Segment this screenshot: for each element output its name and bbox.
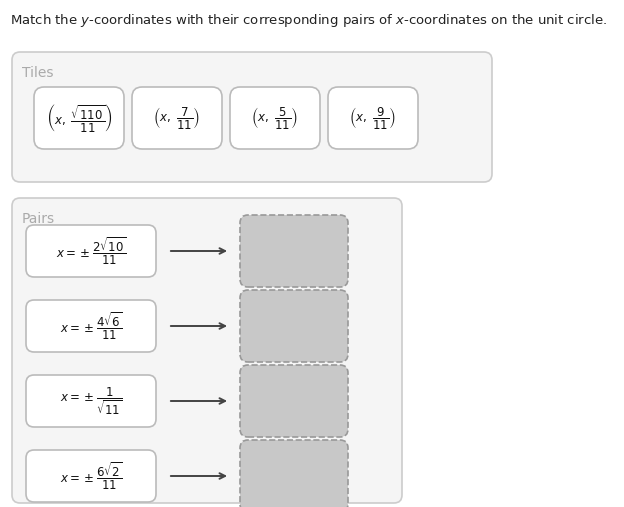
FancyBboxPatch shape — [240, 290, 348, 362]
Text: Tiles: Tiles — [22, 66, 54, 80]
Text: $\left(x,\ \dfrac{5}{11}\right)$: $\left(x,\ \dfrac{5}{11}\right)$ — [251, 105, 298, 131]
FancyBboxPatch shape — [240, 365, 348, 437]
Text: $x = \pm\dfrac{6\sqrt{2}}{11}$: $x = \pm\dfrac{6\sqrt{2}}{11}$ — [59, 460, 122, 492]
FancyBboxPatch shape — [240, 440, 348, 507]
Text: $\left(x,\ \dfrac{7}{11}\right)$: $\left(x,\ \dfrac{7}{11}\right)$ — [154, 105, 200, 131]
FancyBboxPatch shape — [12, 198, 402, 503]
Text: $\left(x,\ \dfrac{\sqrt{110}}{11}\right)$: $\left(x,\ \dfrac{\sqrt{110}}{11}\right)… — [46, 102, 112, 134]
FancyBboxPatch shape — [34, 87, 124, 149]
Text: $x = \pm\dfrac{4\sqrt{6}}{11}$: $x = \pm\dfrac{4\sqrt{6}}{11}$ — [59, 310, 122, 342]
FancyBboxPatch shape — [26, 225, 156, 277]
Text: $x = \pm\dfrac{1}{\sqrt{11}}$: $x = \pm\dfrac{1}{\sqrt{11}}$ — [59, 385, 122, 417]
Text: Pairs: Pairs — [22, 212, 55, 226]
Text: Match the $y$-coordinates with their corresponding pairs of $x$-coordinates on t: Match the $y$-coordinates with their cor… — [10, 12, 607, 29]
FancyBboxPatch shape — [26, 300, 156, 352]
FancyBboxPatch shape — [12, 52, 492, 182]
FancyBboxPatch shape — [230, 87, 320, 149]
FancyBboxPatch shape — [240, 215, 348, 287]
FancyBboxPatch shape — [26, 450, 156, 502]
FancyBboxPatch shape — [26, 375, 156, 427]
FancyBboxPatch shape — [328, 87, 418, 149]
Text: $x = \pm\dfrac{2\sqrt{10}}{11}$: $x = \pm\dfrac{2\sqrt{10}}{11}$ — [56, 235, 126, 267]
Text: $\left(x,\ \dfrac{9}{11}\right)$: $\left(x,\ \dfrac{9}{11}\right)$ — [349, 105, 396, 131]
FancyBboxPatch shape — [132, 87, 222, 149]
